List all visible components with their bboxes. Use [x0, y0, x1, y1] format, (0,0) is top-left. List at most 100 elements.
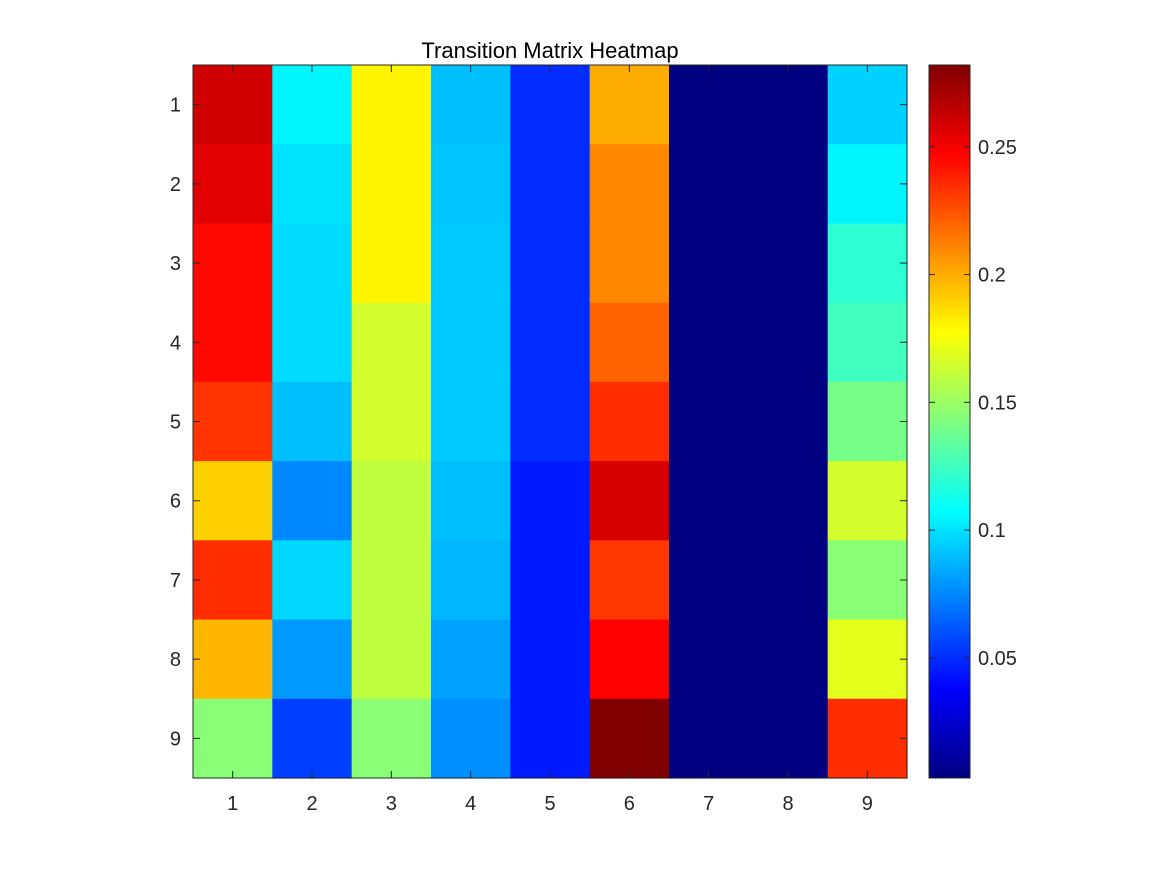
- heatmap-cell: [669, 540, 749, 621]
- heatmap-cell: [669, 65, 749, 145]
- x-tick-label: 7: [703, 793, 714, 815]
- colorbar-tick-label: 0.1: [978, 520, 1006, 542]
- heatmap-cell: [589, 144, 670, 225]
- heatmap-cell: [193, 223, 273, 304]
- heatmap-cell: [272, 65, 353, 145]
- heatmap-cell: [193, 381, 273, 462]
- heatmap-cell: [669, 698, 749, 779]
- heatmap-cell: [193, 302, 273, 383]
- heatmap-cell: [272, 698, 353, 779]
- heatmap-cell: [827, 381, 908, 462]
- heatmap-cell: [431, 223, 511, 304]
- heatmap-cell: [510, 302, 591, 383]
- heatmap-cell: [827, 65, 908, 145]
- y-tick-label: 8: [170, 649, 181, 671]
- heatmap-cell: [272, 540, 353, 621]
- heatmap-cell: [589, 223, 670, 304]
- heatmap-cell: [748, 65, 829, 145]
- heatmap-cell: [431, 65, 511, 145]
- x-tick-label: 9: [862, 793, 873, 815]
- heatmap-cells: [193, 65, 908, 779]
- heatmap-cell: [272, 461, 353, 541]
- heatmap-cell: [589, 461, 670, 541]
- heatmap-cell: [193, 698, 273, 779]
- heatmap-cell: [193, 540, 273, 621]
- heatmap-cell: [827, 144, 908, 225]
- heatmap-cell: [589, 381, 670, 462]
- heatmap-cell: [351, 144, 432, 225]
- heatmap-cell: [431, 540, 511, 621]
- y-tick-label: 3: [170, 253, 181, 275]
- colorbar-tick-label: 0.15: [978, 392, 1017, 414]
- y-tick-label: 6: [170, 491, 181, 513]
- heatmap-cell: [351, 619, 432, 700]
- x-tick-label: 6: [624, 793, 635, 815]
- heatmap-cell: [827, 698, 908, 779]
- x-tick-label: 3: [386, 793, 397, 815]
- heatmap-cell: [510, 223, 591, 304]
- heatmap-cell: [748, 461, 829, 541]
- x-tick-labels: 1 2 3 4 5 6 7 8 9: [227, 793, 873, 815]
- heatmap-cell: [431, 381, 511, 462]
- heatmap-cell: [351, 461, 432, 541]
- heatmap-cell: [669, 619, 749, 700]
- heatmap-cell: [827, 619, 908, 700]
- y-tick-label: 7: [170, 570, 181, 592]
- heatmap-cell: [748, 381, 829, 462]
- y-tick-label: 4: [170, 332, 181, 354]
- heatmap-cell: [431, 619, 511, 700]
- heatmap-cell: [827, 302, 908, 383]
- x-tick-label: 1: [227, 793, 238, 815]
- heatmap-cell: [510, 381, 591, 462]
- heatmap-cell: [748, 619, 829, 700]
- heatmap-cell: [669, 302, 749, 383]
- colorbar-ticks: 0.05 0.1 0.15 0.2 0.25: [929, 137, 1017, 670]
- heatmap-cell: [431, 144, 511, 225]
- heatmap-cell: [193, 619, 273, 700]
- x-tick-label: 8: [782, 793, 793, 815]
- heatmap-cell: [431, 302, 511, 383]
- heatmap-cell: [589, 619, 670, 700]
- heatmap-cell: [272, 381, 353, 462]
- y-tick-label: 5: [170, 412, 181, 434]
- heatmap-cell: [748, 144, 829, 225]
- heatmap-cell: [669, 223, 749, 304]
- x-tick-label: 2: [306, 793, 317, 815]
- heatmap-cell: [748, 698, 829, 779]
- heatmap-cell: [510, 461, 591, 541]
- heatmap-cell: [351, 381, 432, 462]
- heatmap-cell: [827, 461, 908, 541]
- heatmap-cell: [510, 619, 591, 700]
- heatmap-cell: [827, 223, 908, 304]
- heatmap-cell: [510, 540, 591, 621]
- heatmap-cell: [748, 540, 829, 621]
- y-tick-labels: 1 2 3 4 5 6 7 8 9: [170, 95, 181, 751]
- heatmap-cell: [669, 381, 749, 462]
- heatmap-cell: [748, 223, 829, 304]
- heatmap-cell: [510, 698, 591, 779]
- x-tick-label: 5: [544, 793, 555, 815]
- heatmap-cell: [272, 302, 353, 383]
- heatmap-cell: [589, 65, 670, 145]
- heatmap-cell: [431, 698, 511, 779]
- chart-title: Transition Matrix Heatmap: [421, 38, 678, 63]
- heatmap-cell: [272, 144, 353, 225]
- heatmap-cell: [510, 144, 591, 225]
- heatmap-cell: [193, 144, 273, 225]
- heatmap-cell: [589, 540, 670, 621]
- heatmap-cell: [510, 65, 591, 145]
- axis-ticks: [193, 65, 907, 778]
- heatmap-cell: [193, 65, 273, 145]
- heatmap-cell: [351, 302, 432, 383]
- heatmap-cell: [669, 461, 749, 541]
- heatmap-cell: [272, 223, 353, 304]
- colorbar-tick-label: 0.05: [978, 648, 1017, 670]
- heatmap-cell: [669, 144, 749, 225]
- heatmap-cell: [748, 302, 829, 383]
- heatmap-cell: [351, 223, 432, 304]
- colorbar-tick-label: 0.2: [978, 265, 1006, 287]
- heatmap-cell: [589, 698, 670, 779]
- heatmap-cell: [351, 698, 432, 779]
- heatmap-cell: [431, 461, 511, 541]
